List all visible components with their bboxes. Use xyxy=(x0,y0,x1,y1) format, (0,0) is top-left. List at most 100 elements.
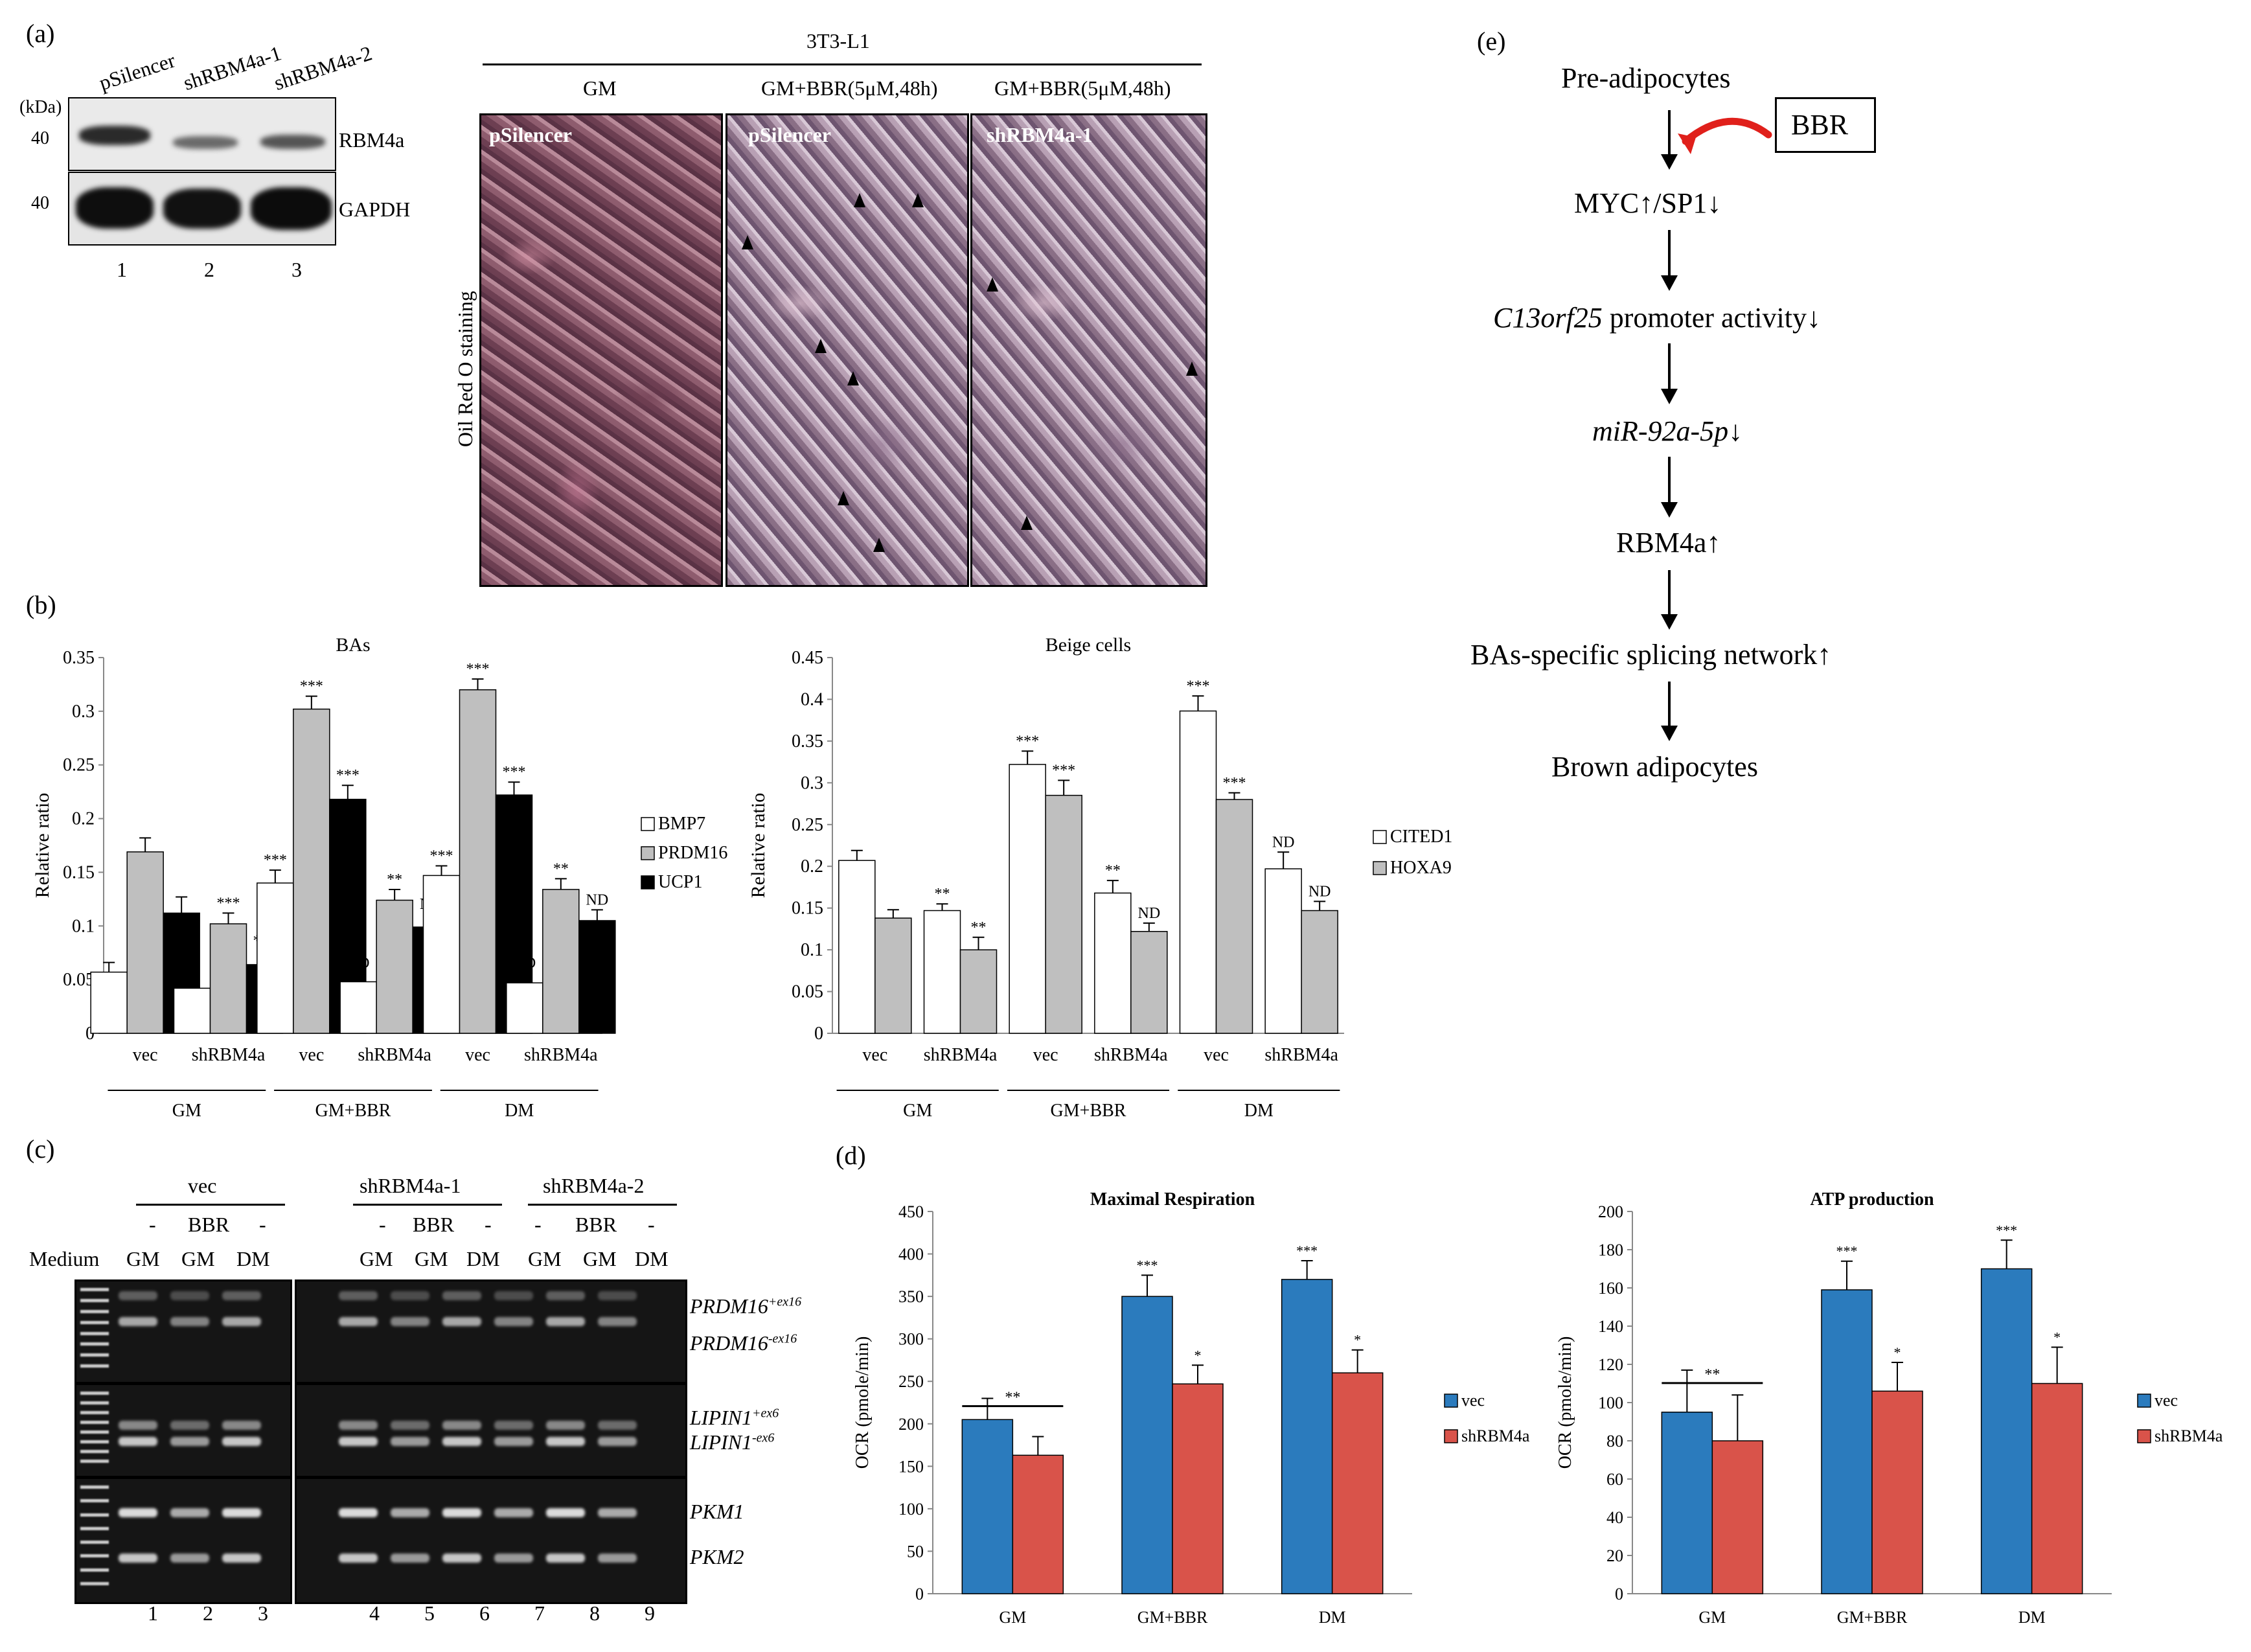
gel-band xyxy=(494,1291,533,1300)
legend-swatch xyxy=(2137,1429,2151,1443)
gel-band xyxy=(494,1508,533,1517)
ladder-band xyxy=(80,1513,109,1517)
ladder-band xyxy=(80,1568,109,1572)
bar-shrbm4a xyxy=(1012,1454,1064,1594)
y-tick-label: 0 xyxy=(915,1585,924,1603)
y-tick-label: 50 xyxy=(907,1542,924,1561)
treatment-label: BBR xyxy=(575,1213,617,1236)
significance-mark: ** xyxy=(185,963,200,980)
gel-band xyxy=(494,1437,533,1446)
y-tick-label: 0.2 xyxy=(72,809,95,829)
marker-40-rbm4a: 40 xyxy=(31,128,49,148)
ladder-band xyxy=(80,1450,109,1453)
gel-image xyxy=(295,1383,687,1478)
bar-bmp7 xyxy=(506,982,543,1034)
y-tick-label: 120 xyxy=(1598,1355,1623,1374)
significance-mark: *** xyxy=(1052,762,1075,779)
gel-band xyxy=(119,1437,157,1446)
bbr-label: BBR xyxy=(1791,109,1849,141)
chart-maximal-respiration: 0 50 100 150 200 250 300 350 400 450 Maximal Respi… xyxy=(852,1189,1530,1627)
panel-e-label: (e) xyxy=(1477,27,1506,56)
legend-swatch xyxy=(1373,861,1387,875)
kda-label: (kDa) xyxy=(19,97,62,117)
gel-band xyxy=(170,1421,209,1430)
blot-band xyxy=(173,136,238,149)
y-axis-label: Relative ratio xyxy=(748,793,769,898)
significance-mark: *** xyxy=(1836,1243,1858,1259)
y-tick-label: 20 xyxy=(1606,1546,1623,1565)
panel-c-label: (c) xyxy=(26,1134,55,1164)
gel-band xyxy=(442,1554,481,1563)
band-label-prdm16-minus: PRDM16-ex16 xyxy=(690,1331,797,1355)
gel-band xyxy=(442,1437,481,1446)
y-tick-label: 0.25 xyxy=(792,815,823,835)
step-splicing-network: BAs-specific splicing network↑ xyxy=(1470,639,1832,671)
gel-band xyxy=(119,1421,157,1430)
group-label: DM xyxy=(1244,1101,1274,1121)
gel-band xyxy=(494,1554,533,1563)
ladder-band xyxy=(80,1364,109,1368)
legend-swatch xyxy=(641,817,655,831)
legend-label: UCP1 xyxy=(658,872,702,892)
blot-lane-label: pSilencer xyxy=(96,48,178,95)
y-tick-label: 450 xyxy=(898,1202,924,1221)
gel-band xyxy=(598,1554,637,1563)
lipid-arrowhead xyxy=(742,235,753,249)
y-axis-label: OCR (pmole/min) xyxy=(1555,1337,1575,1469)
gel-band xyxy=(119,1508,157,1517)
significance-mark: * xyxy=(1894,1344,1901,1360)
gel-band xyxy=(546,1437,585,1446)
gel-band xyxy=(339,1437,378,1446)
ladder-band xyxy=(80,1331,109,1335)
step-myc-sp1: MYC↑/SP1↓ xyxy=(1574,187,1722,219)
y-tick-label: 400 xyxy=(898,1245,924,1264)
lane-number: 1 xyxy=(117,258,127,281)
step-rbm4a: RBM4a↑ xyxy=(1616,527,1721,558)
chart-beige: 0 0.05 0.1 0.15 0.2 0.25 0.3 0.35 0.4 0.45 Beige c… xyxy=(748,634,1452,1121)
significance-mark: *** xyxy=(1016,733,1039,750)
ladder-band xyxy=(80,1581,109,1585)
blot-band xyxy=(251,187,332,230)
y-axis-label: Relative ratio xyxy=(32,793,53,898)
category-label: vec xyxy=(299,1045,324,1065)
ladder-band xyxy=(80,1460,109,1463)
significance-mark: *** xyxy=(1996,1222,2017,1238)
gel-band xyxy=(391,1554,429,1563)
bar-prdm16 xyxy=(209,923,247,1034)
group-label: GM xyxy=(903,1101,932,1121)
lipid-arrowhead xyxy=(847,371,859,385)
bar-hoxa9 xyxy=(1301,910,1338,1034)
lane-number: 9 xyxy=(645,1601,655,1625)
treatment-label: - xyxy=(485,1213,492,1236)
gel-band xyxy=(598,1508,637,1517)
bar-vec xyxy=(1821,1289,1873,1594)
ladder-band xyxy=(80,1486,109,1489)
medium-value: GM xyxy=(126,1247,160,1270)
significance-mark: ND xyxy=(1308,883,1331,900)
category-label: shRBM4a xyxy=(524,1045,598,1065)
ladder-band xyxy=(80,1499,109,1503)
gapdh-blot xyxy=(68,172,336,246)
treatment-label: BBR xyxy=(413,1213,455,1236)
bar-hoxa9 xyxy=(1215,799,1253,1034)
rbm4a-blot xyxy=(68,97,336,171)
legend-label: vec xyxy=(1461,1391,1485,1410)
y-tick-label: 80 xyxy=(1606,1432,1623,1451)
gel-band xyxy=(222,1554,261,1563)
significance-mark: *** xyxy=(430,847,453,864)
gel-band xyxy=(546,1508,585,1517)
lane-number: 6 xyxy=(479,1601,490,1625)
flow-arrow xyxy=(1661,230,1678,291)
gel-band xyxy=(339,1421,378,1430)
significance-mark: ND xyxy=(347,955,370,972)
ladder-band xyxy=(80,1309,109,1313)
gel-band xyxy=(170,1508,209,1517)
category-label: vec xyxy=(862,1045,887,1065)
significance-mark: ** xyxy=(1105,862,1121,879)
gel-image xyxy=(74,1383,292,1478)
medium-value: GM xyxy=(528,1247,562,1270)
gel-band xyxy=(170,1317,209,1326)
ladder-band xyxy=(80,1554,109,1558)
y-tick-label: 0.1 xyxy=(72,916,95,936)
lipid-arrowhead xyxy=(1186,361,1198,376)
